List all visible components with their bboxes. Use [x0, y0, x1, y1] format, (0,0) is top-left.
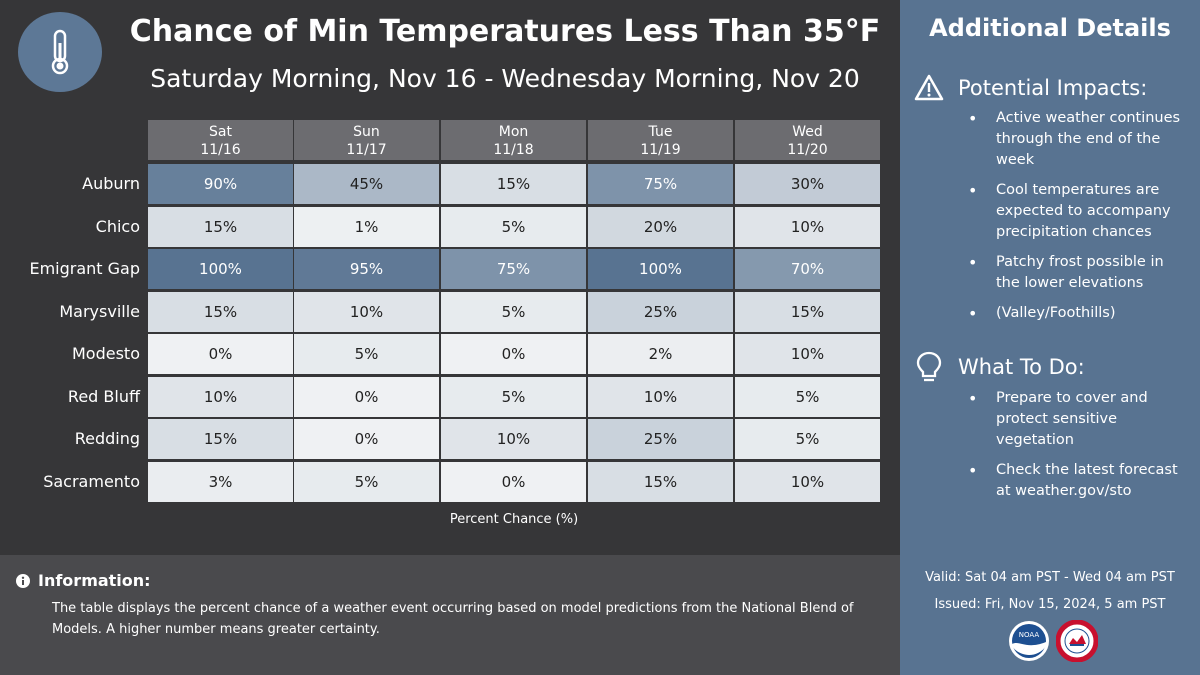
table-cell: 45%	[294, 164, 439, 204]
list-item: Active weather continues through the end…	[968, 108, 1188, 171]
row-location: Red Bluff	[67, 386, 140, 406]
table-cell: 95%	[294, 249, 439, 289]
table-cell: 20%	[588, 206, 733, 247]
sidebar-title: Additional Details	[929, 14, 1171, 42]
table-cell: 100%	[588, 249, 733, 289]
info-panel	[0, 555, 900, 675]
table-cell: 75%	[441, 249, 586, 289]
column-day: Sat	[209, 124, 232, 140]
column-date: 11/20	[787, 142, 828, 158]
column-date: 11/17	[346, 142, 387, 158]
todo-list: Prepare to cover and protect sensitive v…	[968, 388, 1188, 511]
table-cell: 1%	[294, 206, 439, 247]
agency-logos: NOAA	[1008, 620, 1098, 662]
table-cell: 10%	[735, 206, 880, 247]
list-item: (Valley/Foothills)	[968, 303, 1188, 324]
column-date: 11/19	[640, 142, 681, 158]
table-cell: 15%	[735, 291, 880, 332]
valid-time: Valid: Sat 04 am PST - Wed 04 am PST	[925, 570, 1175, 585]
page-title: Chance of Min Temperatures Less Than 35°…	[129, 14, 881, 49]
table-cell: 0%	[294, 376, 439, 417]
warning-triangle-icon	[914, 74, 944, 101]
table-cell: 5%	[441, 291, 586, 332]
todo-heading: What To Do:	[914, 351, 1085, 383]
column-day: Tue	[648, 124, 673, 140]
table-cell: 10%	[735, 334, 880, 374]
list-item: Check the latest forecast at weather.gov…	[968, 460, 1188, 502]
issued-time: Issued: Fri, Nov 15, 2024, 5 am PST	[934, 597, 1166, 612]
column-date: 11/16	[200, 142, 241, 158]
list-item: Patchy frost possible in the lower eleva…	[968, 252, 1188, 294]
table-cell: 2%	[588, 334, 733, 374]
thermometer-badge	[18, 12, 102, 92]
table-cell: 75%	[588, 164, 733, 204]
impacts-heading: Potential Impacts:	[914, 74, 1147, 101]
table-cell: 30%	[735, 164, 880, 204]
table-cell: 3%	[148, 461, 293, 502]
table-cell: 0%	[441, 334, 586, 374]
table-cell: 15%	[588, 461, 733, 502]
table-cell: 25%	[588, 291, 733, 332]
table-cell: 15%	[148, 291, 293, 332]
list-item: Cool temperatures are expected to accomp…	[968, 180, 1188, 243]
row-location: Modesto	[72, 344, 140, 363]
row-location: Redding	[74, 429, 140, 448]
row-location: Auburn	[82, 174, 140, 193]
column-header: Mon 11/18	[441, 120, 586, 160]
nws-logo	[1056, 620, 1098, 662]
table-cell: 70%	[735, 249, 880, 289]
column-date: 11/18	[493, 142, 534, 158]
noaa-logo-text: NOAA	[1019, 631, 1040, 639]
table-cell: 5%	[294, 461, 439, 502]
info-heading: Information:	[16, 571, 151, 590]
column-header: Sat 11/16	[148, 120, 293, 160]
table-cell: 10%	[294, 291, 439, 332]
info-title: Information:	[38, 571, 151, 590]
column-day: Wed	[792, 124, 823, 140]
table-cell: 5%	[441, 376, 586, 417]
row-location: Emigrant Gap	[29, 259, 140, 278]
table-cell: 10%	[148, 376, 293, 417]
table-cell: 5%	[441, 206, 586, 247]
table-cell: 5%	[735, 376, 880, 417]
thermometer-icon	[51, 29, 69, 75]
column-day: Mon	[498, 124, 529, 140]
info-text: The table displays the percent chance of…	[52, 601, 854, 637]
axis-label: Percent Chance (%)	[449, 512, 579, 527]
table-cell: 5%	[735, 419, 880, 459]
table-cell: 0%	[148, 334, 293, 374]
table-cell: 10%	[735, 461, 880, 502]
todo-heading-label: What To Do:	[958, 355, 1085, 379]
table-cell: 0%	[441, 461, 586, 502]
column-header: Wed 11/20	[735, 120, 880, 160]
row-location: Marysville	[59, 301, 140, 321]
row-location: Chico	[95, 216, 140, 236]
table-cell: 5%	[294, 334, 439, 374]
column-header: Sun 11/17	[294, 120, 439, 160]
table-cell: 100%	[148, 249, 293, 289]
table-cell: 90%	[148, 164, 293, 204]
table-cell: 15%	[148, 206, 293, 247]
column-day: Sun	[353, 124, 380, 140]
table-cell: 15%	[441, 164, 586, 204]
table-cell: 25%	[588, 419, 733, 459]
impacts-heading-label: Potential Impacts:	[958, 75, 1148, 100]
column-header: Tue 11/19	[588, 120, 733, 160]
table-cell: 0%	[294, 419, 439, 459]
impacts-list: Active weather continues through the end…	[968, 108, 1188, 333]
table-cell: 10%	[441, 419, 586, 459]
lightbulb-icon	[916, 351, 942, 382]
page-subtitle: Saturday Morning, Nov 16 - Wednesday Mor…	[150, 64, 860, 93]
table-cell: 10%	[588, 376, 733, 417]
table-cell: 15%	[148, 419, 293, 459]
list-item: Prepare to cover and protect sensitive v…	[968, 388, 1188, 451]
noaa-logo: NOAA	[1009, 621, 1049, 661]
row-location: Sacramento	[43, 471, 140, 491]
info-icon	[16, 573, 30, 588]
